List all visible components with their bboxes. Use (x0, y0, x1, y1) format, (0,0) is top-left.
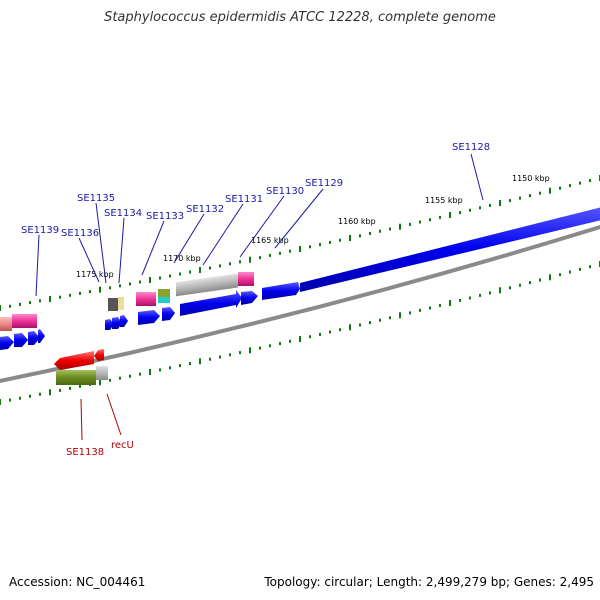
forward-strand-row1 (0, 205, 600, 331)
gene-se1139-block[interactable] (12, 314, 37, 328)
label-se1128[interactable]: SE1128 (452, 142, 490, 153)
tick-label-1170: 1170 kbp (163, 254, 201, 263)
label-se1138[interactable]: SE1138 (66, 447, 104, 458)
gene-recu-gray-block[interactable] (96, 366, 108, 380)
accession-text: Accession: NC_004461 (9, 575, 146, 589)
label-recu[interactable]: recU (111, 440, 134, 451)
callout-se1135 (95, 202, 107, 284)
gene-arrow-blue-9[interactable] (14, 333, 28, 347)
gene-se1134-block[interactable] (118, 297, 124, 310)
label-se1136[interactable]: SE1136 (61, 228, 99, 239)
bottom-callouts (80, 393, 122, 441)
label-se1129[interactable]: SE1129 (305, 178, 343, 189)
callout-se1136 (78, 237, 100, 283)
gene-recu-block[interactable] (56, 370, 96, 385)
label-se1135[interactable]: SE1135 (77, 193, 115, 204)
gene-arrow-blue-7[interactable] (120, 315, 128, 327)
gene-salmon-block[interactable] (0, 317, 12, 331)
gene-se1130-block[interactable] (238, 272, 254, 286)
label-se1139[interactable]: SE1139 (21, 225, 59, 236)
gene-arrow-blue-1[interactable] (180, 290, 242, 316)
label-se1132[interactable]: SE1132 (186, 204, 224, 215)
callout-se1128 (470, 153, 484, 201)
gene-arrow-blue-5[interactable] (105, 319, 114, 330)
tick-label-1175: 1175 kbp (76, 270, 114, 279)
gene-se1132-block-b[interactable] (158, 297, 170, 303)
gene-arrow-blue-10[interactable] (28, 331, 40, 345)
label-se1130[interactable]: SE1130 (266, 186, 304, 197)
gene-red-small-arrow[interactable] (94, 349, 104, 361)
inner-tick-track (0, 261, 600, 405)
gene-se1138-arrow[interactable] (54, 351, 94, 370)
label-se1133[interactable]: SE1133 (146, 211, 184, 222)
gene-arrow-blue-3[interactable] (138, 310, 160, 325)
label-se1131[interactable]: SE1131 (225, 194, 263, 205)
callout-se1132 (173, 213, 205, 264)
callout-recu (106, 393, 122, 436)
map-title: Staphylococcus epidermidis ATCC 12228, c… (104, 10, 496, 25)
label-se1134[interactable]: SE1134 (104, 208, 142, 219)
gene-se1133-block[interactable] (136, 292, 156, 306)
tick-label-1155: 1155 kbp (425, 196, 463, 205)
callout-se1134 (118, 217, 125, 284)
gene-arrow-blue-4[interactable] (162, 307, 175, 321)
reverse-strand (54, 349, 108, 385)
callout-se1131 (202, 203, 244, 266)
callout-se1133 (141, 220, 165, 276)
gene-arrow-blue-8[interactable] (0, 336, 14, 350)
gene-arrow-blue-6[interactable] (112, 317, 122, 329)
forward-strand-row2 (0, 290, 258, 350)
bottom-labels: SE1138 recU (66, 440, 134, 458)
callout-se1138 (80, 398, 83, 441)
gene-arrow-blue-11[interactable] (38, 329, 45, 343)
topology-text: Topology: circular; Length: 2,499,279 bp… (264, 575, 594, 589)
outer-tick-track (0, 175, 600, 311)
gene-se1135-block[interactable] (108, 298, 118, 311)
top-labels: SE1128 SE1129 SE1130 SE1131 SE1132 SE113… (21, 142, 490, 239)
top-callouts (35, 153, 484, 297)
gene-se1132-block-a[interactable] (158, 289, 170, 297)
callout-se1130 (239, 195, 285, 258)
tick-label-1160: 1160 kbp (338, 217, 376, 226)
gene-se1128-block[interactable] (300, 205, 600, 292)
callout-se1129 (274, 188, 324, 249)
gene-se1129-block[interactable] (262, 282, 300, 300)
gene-arrow-blue-2[interactable] (241, 291, 258, 305)
tick-label-1150: 1150 kbp (512, 174, 550, 183)
gene-se1131-block[interactable] (176, 273, 238, 297)
callout-se1139 (35, 234, 40, 297)
tick-label-1165: 1165 kbp (251, 236, 289, 245)
